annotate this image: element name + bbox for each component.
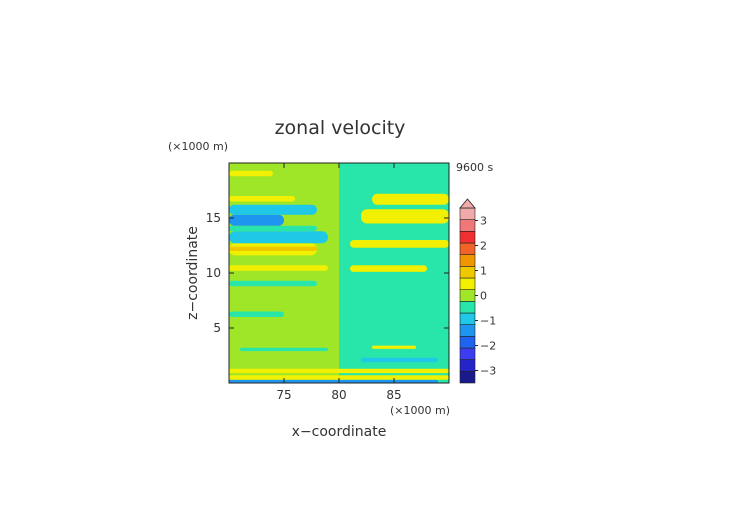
colorbar-swatch [459,289,476,302]
colorbar-tick-label: −3 [480,365,496,378]
velocity-band [372,345,416,349]
colorbar-tick-label: 1 [480,265,487,278]
colorbar-swatch [459,207,476,220]
colorbar-swatch [459,347,476,360]
y-tick-label: 5 [213,321,221,335]
velocity-band [229,170,273,177]
velocity-band [229,265,328,271]
velocity-band [240,347,328,352]
colorbar-swatch [459,371,476,384]
velocity-band [361,209,449,224]
x-tick-label: 85 [386,388,401,402]
colorbar-swatch [459,336,476,349]
colorbar-tick-label: −1 [480,315,496,328]
colorbar-swatch [459,254,476,267]
velocity-band [350,240,449,248]
velocity-band [229,280,317,287]
velocity-band [229,379,438,383]
velocity-band [361,357,438,363]
chart-title: zonal velocity [275,117,406,139]
colorbar-swatch [459,301,476,314]
velocity-band [229,225,317,232]
y-tick-label: 10 [206,266,221,280]
colorbar-tick-label: 3 [480,215,487,228]
colorbar-swatch [459,359,476,372]
colorbar-swatch [459,312,476,325]
x-unit-label: (×1000 m) [390,404,450,417]
colorbar-swatch [459,231,476,244]
velocity-band [229,204,317,215]
velocity-band [350,265,427,272]
velocity-band [229,311,284,317]
velocity-band [372,193,449,205]
y-axis-label: z−coordinate [185,226,201,320]
x-tick-label: 75 [276,388,291,402]
velocity-band [229,196,295,202]
y-unit-label: (×1000 m) [168,140,228,153]
colorbar-swatch [459,277,476,290]
colorbar-tick-label: 2 [480,240,487,253]
colorbar-swatch [459,266,476,279]
velocity-band [229,368,449,374]
plot-area [229,163,449,383]
y-tick-label: 15 [206,211,221,225]
velocity-band [229,231,328,244]
colorbar-extend-arrow [459,198,476,209]
colorbar-swatch [459,219,476,232]
x-axis-label: x−coordinate [292,424,387,440]
x-tick-label: 80 [331,388,346,402]
colorbar-swatch [459,242,476,255]
colorbar: −3 −2 −1 0 1 2 3 [459,198,496,384]
time-label: 9600 s [456,161,493,174]
colorbar-swatch [459,324,476,337]
x-axis: 75 80 85 [276,163,402,402]
velocity-band [229,214,284,226]
colorbar-tick-label: −2 [480,340,496,353]
colorbar-tick-label: 0 [480,290,487,303]
y-axis: 5 10 15 [206,211,449,335]
velocity-band [229,246,317,251]
